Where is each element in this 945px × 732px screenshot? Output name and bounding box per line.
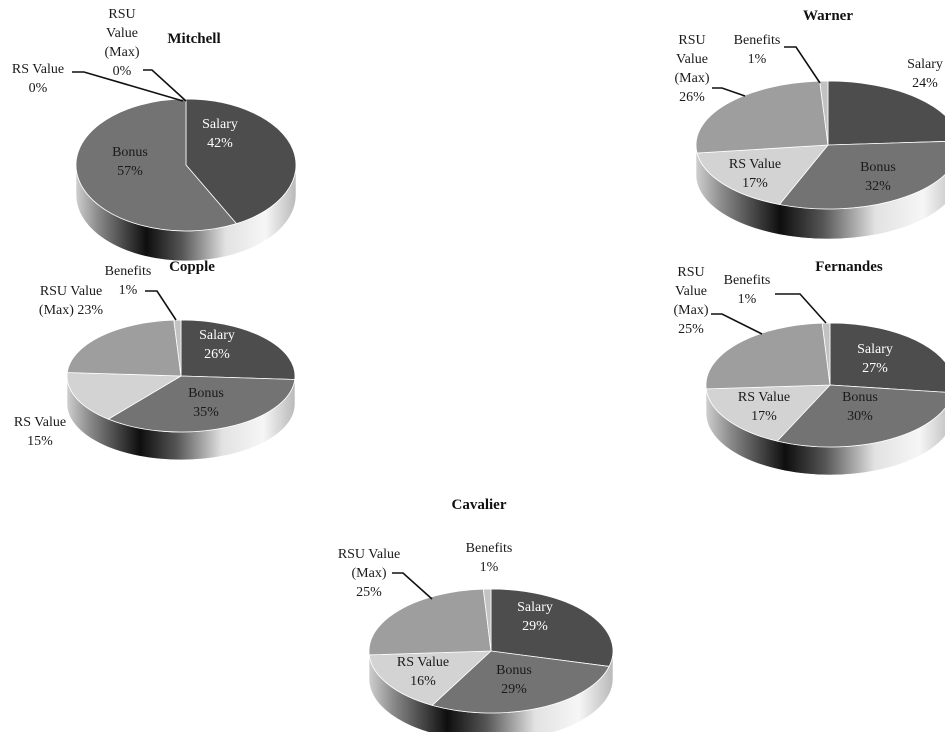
data-label-copple-bonus: Bonus 35% (188, 386, 224, 420)
data-label-warner-salary: Salary 24% (907, 57, 943, 91)
pie-slice-warner-salary (827, 80, 945, 146)
data-label-copple-rsu-value-max: RSU Value (Max) 23% (39, 284, 103, 318)
data-label-cavalier-bonus: Bonus 29% (496, 663, 532, 697)
data-label-cavalier-benefits: Benefits 1% (466, 541, 513, 575)
pie-slice-fernandes-bonus (776, 384, 945, 448)
pie-chart-fernandes: Fernandes Salary 27% Bonus 30% RS Value 17% RSU… (674, 259, 945, 476)
leader-line-mitchell-0 (72, 71, 184, 102)
data-label-fernandes-benefits: Benefits 1% (724, 273, 771, 307)
pie-slice-mitchell-salary (185, 98, 297, 225)
pie-slice-warner-rs-value (696, 144, 829, 205)
data-label-mitchell-rs-value: RS Value 0% (12, 62, 64, 96)
data-label-fernandes-bonus: Bonus 30% (842, 390, 878, 424)
pie-chart-copple: Copple Salary 26% Bonus 35% RS Value 15% RSU Va… (14, 259, 296, 461)
leader-line-cavalier-0 (392, 572, 433, 600)
data-label-copple-benefits: Benefits 1% (105, 264, 152, 298)
data-label-fernandes-rsu-value-max: RSU Value (Max) 25% (674, 265, 709, 337)
leader-line-mitchell-1 (143, 69, 187, 102)
pie-slice-mitchell-bonus (75, 98, 238, 232)
pie-slice-cavalier-rsu-value-max (368, 588, 492, 656)
pie-slice-fernandes-salary (829, 322, 945, 393)
pie-slice-fernandes-rs-value (705, 384, 831, 442)
data-label-cavalier-rsu-value-max: RSU Value (Max) 25% (338, 547, 400, 600)
data-label-copple-rs-value: RS Value 15% (14, 415, 66, 449)
data-label-fernandes-rs-value: RS Value 17% (738, 390, 790, 424)
pie-chart-mitchell: Mitchell Salary 42% Bonus 57% RS Value 0% RSU Va… (12, 7, 297, 262)
pie-slice-warner-rsu-value-max (695, 80, 829, 154)
pie-slice-fernandes-rsu-value-max (705, 322, 831, 390)
charts-root: Mitchell Salary 42% Bonus 57% RS Value 0% RSU Va… (12, 7, 945, 732)
pie-title-copple: Copple (169, 259, 215, 275)
pie-title-warner: Warner (803, 8, 853, 24)
leader-line-copple-0 (145, 290, 177, 321)
pie-title-cavalier: Cavalier (452, 497, 507, 513)
pie-slice-copple-rs-value (66, 372, 183, 420)
pie-slice-warner-bonus (778, 141, 945, 210)
pie-chart-cavalier: Cavalier Salary 29% Bonus 29% RS Value 16% RSU … (338, 497, 614, 732)
leader-line-fernandes-1 (711, 313, 763, 335)
pie-slice-fernandes-benefits (821, 322, 831, 386)
data-label-mitchell-rsu-value-max: RSU Value (Max) 0% (105, 7, 140, 79)
pie-title-fernandes: Fernandes (815, 259, 883, 275)
data-label-mitchell-bonus: Bonus 57% (112, 145, 148, 179)
pie-slice-copple-bonus (107, 375, 296, 433)
leader-line-warner-1 (712, 87, 746, 97)
data-label-cavalier-rs-value: RS Value 16% (397, 655, 449, 689)
leader-line-warner-0 (784, 46, 821, 84)
pie-title-mitchell: Mitchell (167, 31, 220, 47)
data-label-warner-bonus: Bonus 32% (860, 160, 896, 194)
data-label-fernandes-salary: Salary 27% (857, 342, 893, 376)
data-label-warner-benefits: Benefits 1% (734, 33, 781, 67)
pie-slice-cavalier-rs-value (368, 650, 493, 706)
pie-slice-cavalier-salary (490, 588, 614, 667)
pie-slice-copple-salary (180, 319, 296, 380)
pie-slice-cavalier-bonus (431, 650, 610, 714)
data-label-cavalier-salary: Salary 29% (517, 600, 553, 634)
pie-chart-warner: Warner Salary 24% Bonus 32% RS Value 17% RSU Val… (675, 8, 945, 240)
pie-slice-warner-benefits (819, 80, 829, 146)
pie-slice-cavalier-benefits (482, 588, 492, 652)
data-label-warner-rsu-value-max: RSU Value (Max) 26% (675, 33, 710, 105)
data-label-copple-salary: Salary 26% (199, 328, 235, 362)
pie-slice-copple-rsu-value-max (66, 319, 182, 377)
data-label-warner-rs-value: RS Value 17% (729, 157, 781, 191)
leader-line-fernandes-0 (775, 293, 827, 324)
pie-slice-copple-benefits (173, 319, 182, 377)
data-label-mitchell-salary: Salary 42% (202, 117, 238, 151)
